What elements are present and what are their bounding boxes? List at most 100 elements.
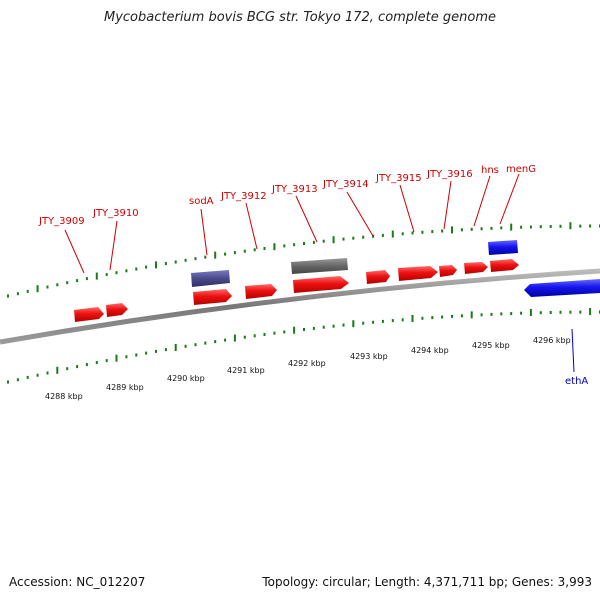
lower-minor-tick [16,378,19,382]
lower-minor-tick [500,312,503,316]
upper-minor-tick [381,233,384,237]
upper-major-tick [273,243,276,251]
gene-arrow-menG[interactable] [490,259,519,272]
feature-grey-region[interactable] [291,258,348,274]
lower-minor-tick [135,353,138,357]
feature-sodA-region[interactable] [191,270,230,287]
label-jty3909: JTY_3909 [38,216,85,227]
lower-minor-tick [312,326,315,330]
scale-label-4292: 4292 kbp [288,359,326,368]
upper-minor-tick [125,269,128,273]
lower-major-tick [411,315,414,322]
gene-arrow-jty3915[interactable] [398,266,438,281]
gene-arrow-jty3914[interactable] [366,270,390,284]
upper-major-tick [510,223,513,231]
upper-minor-tick [194,257,197,261]
lower-major-tick [352,320,355,328]
upper-minor-tick [16,292,19,296]
lower-minor-tick [460,314,463,318]
lower-minor-tick [579,310,582,314]
lower-major-tick [115,354,118,362]
upper-minor-tick [164,262,167,266]
gene-arrow-jty3909[interactable] [74,307,104,322]
upper-minor-tick [56,283,59,287]
lower-minor-tick [224,338,227,342]
label-jty3910: JTY_3910 [92,208,139,219]
lower-minor-tick [490,312,493,316]
lower-minor-tick [362,321,365,325]
upper-major-tick [95,272,98,280]
lower-minor-tick [194,343,197,347]
upper-minor-tick [579,224,582,228]
lower-major-tick [233,334,236,342]
lower-minor-tick [164,348,167,352]
upper-major-tick [155,261,157,269]
lower-major-tick [293,326,296,334]
lower-minor-tick [342,323,345,327]
upper-minor-tick [85,277,88,281]
upper-major-tick [332,236,335,244]
lower-tick-track [7,308,600,384]
upper-minor-tick [76,279,79,283]
upper-minor-tick [105,273,108,277]
upper-minor-tick [243,249,246,253]
upper-minor-tick [362,235,365,239]
lower-minor-tick [510,312,513,316]
lower-minor-tick [372,320,375,324]
lower-major-tick [589,308,592,315]
lower-minor-tick [480,313,483,317]
lower-minor-tick [283,330,286,334]
gene-arrow-jty3916[interactable] [439,265,457,277]
label-jty3916: JTY_3916 [426,169,473,180]
accession-label: Accession: NC_012207 [9,575,146,589]
upper-tick-track [7,222,600,298]
upper-minor-tick [303,242,305,245]
lower-minor-tick [253,334,256,338]
scale-label-4288: 4288 kbp [45,392,83,401]
upper-minor-tick [7,294,9,298]
lower-major-tick [470,311,473,319]
upper-major-tick [451,226,453,234]
upper-minor-tick [549,225,552,228]
upper-minor-tick [224,252,227,256]
upper-minor-tick [66,281,69,285]
lower-minor-tick [184,344,187,348]
gene-arrow-jty3913[interactable] [293,276,349,293]
scale-label-4296: 4296 kbp [533,336,571,345]
lower-major-tick [529,309,532,316]
lower-minor-tick [569,310,572,314]
upper-minor-tick [115,271,118,275]
gene-arrow-sodA[interactable] [193,289,232,305]
lower-minor-tick [155,349,157,353]
lower-minor-tick [66,367,69,371]
lower-minor-tick [7,380,9,384]
upper-minor-tick [529,225,532,229]
upper-minor-tick [539,225,542,229]
upper-major-tick [569,222,572,230]
label-sodA: sodA [189,196,214,207]
gene-arrow-jty3912[interactable] [245,284,277,299]
upper-minor-tick [342,237,345,241]
upper-major-tick [214,251,217,259]
upper-minor-tick [26,289,29,293]
label-jty3915: JTY_3915 [375,173,422,184]
map-title: Mycobacterium bovis BCG str. Tokyo 172, … [104,10,496,25]
lower-minor-tick [549,311,552,314]
gene-arrow-jty3910[interactable] [106,303,128,317]
upper-minor-tick [263,247,266,250]
label-ethA: ethA [565,376,588,387]
gene-arrow-hns[interactable] [464,262,488,274]
lower-minor-tick [243,335,246,339]
lower-minor-tick [85,363,88,367]
upper-minor-tick [204,255,207,259]
scale-label-4295: 4295 kbp [472,341,510,350]
scale-label-4290: 4290 kbp [167,374,205,383]
lower-minor-tick [46,371,49,375]
feature-hns-region[interactable] [488,240,518,255]
lower-minor-tick [263,333,266,336]
upper-minor-tick [500,226,503,230]
lower-minor-tick [26,375,29,379]
lower-minor-tick [95,361,98,365]
gene-arrow-ethA[interactable] [524,279,600,297]
